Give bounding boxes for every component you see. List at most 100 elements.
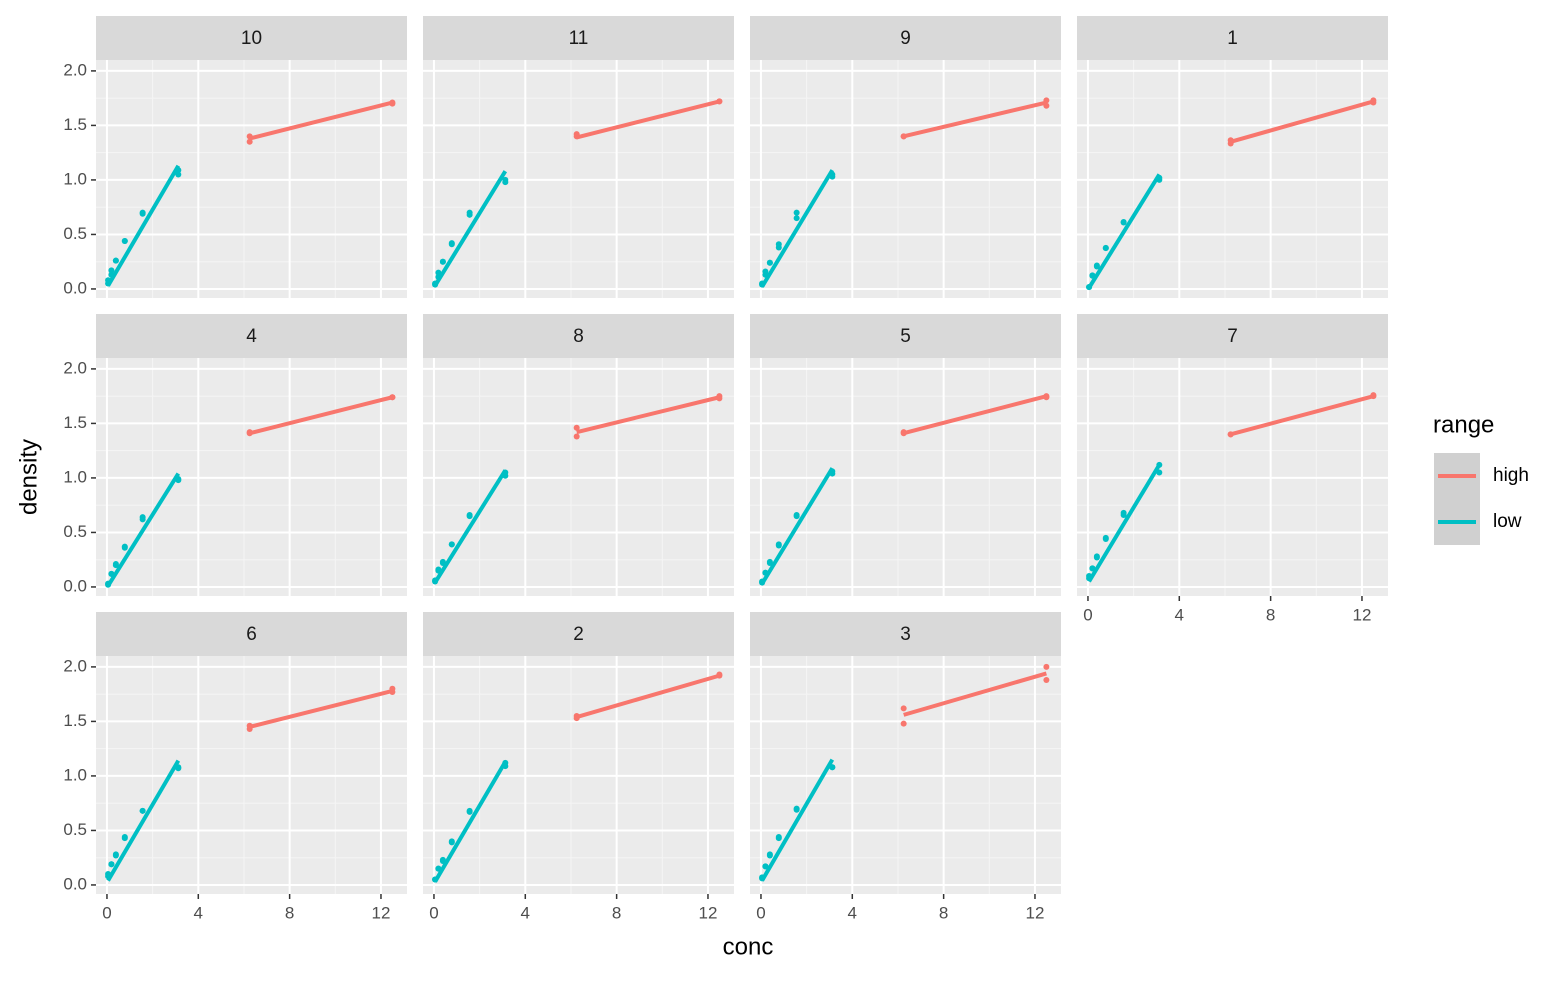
strip xyxy=(423,16,734,60)
y-tick-label: 1.0 xyxy=(63,467,87,486)
point xyxy=(502,176,509,183)
strip xyxy=(750,314,1061,358)
point xyxy=(775,542,782,549)
strip-label: 1 xyxy=(1227,28,1238,49)
strip xyxy=(96,612,407,656)
point xyxy=(108,861,115,868)
x-tick-label: 8 xyxy=(612,903,621,922)
x-tick-label: 4 xyxy=(194,903,203,922)
strip-label: 7 xyxy=(1227,326,1238,347)
x-tick-label: 0 xyxy=(1083,605,1092,624)
x-tick-label: 8 xyxy=(285,903,294,922)
x-tick-label: 0 xyxy=(102,903,111,922)
point xyxy=(1102,534,1109,541)
point xyxy=(112,562,119,569)
point xyxy=(1093,554,1100,561)
fit-line xyxy=(106,759,181,882)
fit-line xyxy=(760,169,835,288)
point xyxy=(112,852,119,859)
fit-line xyxy=(106,164,181,287)
fit-line xyxy=(1087,463,1162,583)
x-tick-label: 4 xyxy=(1175,605,1184,624)
point xyxy=(439,258,446,265)
point xyxy=(121,833,128,840)
point xyxy=(1120,511,1127,518)
strip-label: 3 xyxy=(900,624,911,645)
strip-label: 8 xyxy=(573,326,584,347)
point xyxy=(762,863,769,870)
point xyxy=(121,237,128,244)
x-tick-label: 4 xyxy=(848,903,857,922)
fit-line xyxy=(576,673,720,719)
y-tick-label: 1.0 xyxy=(63,169,87,188)
fit-line xyxy=(760,467,835,585)
point xyxy=(448,541,455,548)
x-axis-title: conc xyxy=(723,933,774,960)
fit-line xyxy=(903,394,1047,436)
fit-line xyxy=(576,99,720,140)
fit-line xyxy=(433,469,508,584)
strip-label: 10 xyxy=(241,28,262,49)
point xyxy=(439,856,446,863)
point xyxy=(762,268,769,275)
point xyxy=(139,209,146,216)
point xyxy=(1043,663,1050,670)
strip xyxy=(750,612,1061,656)
y-tick-label: 0.5 xyxy=(63,522,87,541)
fit-line xyxy=(106,472,181,587)
strip-label: 6 xyxy=(246,624,257,645)
legend-label: low xyxy=(1493,511,1522,532)
fit-line xyxy=(433,760,508,883)
point xyxy=(766,558,773,565)
point xyxy=(121,544,128,551)
x-tick-label: 8 xyxy=(939,903,948,922)
strip-label: 5 xyxy=(900,326,911,347)
y-tick-label: 2.0 xyxy=(63,656,87,675)
point xyxy=(793,209,800,216)
point xyxy=(466,808,473,815)
point xyxy=(1102,245,1109,252)
point xyxy=(1043,676,1050,683)
fit-line xyxy=(760,758,835,882)
point xyxy=(573,424,580,431)
strip xyxy=(423,314,734,358)
point xyxy=(573,433,580,440)
point xyxy=(793,806,800,813)
fit-line xyxy=(1230,99,1374,144)
point xyxy=(793,215,800,222)
strip-label: 4 xyxy=(246,326,257,347)
x-tick-label: 8 xyxy=(1266,605,1275,624)
strip xyxy=(96,314,407,358)
fit-line xyxy=(576,395,720,435)
y-axis-title: density xyxy=(15,439,42,515)
point xyxy=(775,833,782,840)
x-tick-label: 0 xyxy=(756,903,765,922)
fit-line xyxy=(1087,173,1162,289)
strip xyxy=(96,16,407,60)
point xyxy=(435,566,442,573)
strip xyxy=(1077,314,1388,358)
y-tick-label: 1.5 xyxy=(63,413,87,432)
fit-line xyxy=(1230,394,1374,437)
legend-title: range xyxy=(1433,411,1494,438)
x-tick-label: 12 xyxy=(1026,903,1045,922)
fit-line xyxy=(249,395,393,436)
point xyxy=(466,211,473,218)
y-tick-label: 1.5 xyxy=(63,711,87,730)
point xyxy=(108,267,115,274)
strip-label: 11 xyxy=(569,28,589,49)
y-tick-label: 0.0 xyxy=(63,576,87,595)
y-tick-label: 1.0 xyxy=(63,765,87,784)
y-tick-label: 2.0 xyxy=(63,60,87,79)
strip-label: 2 xyxy=(573,624,584,645)
fit-line xyxy=(903,100,1047,139)
strip xyxy=(1077,16,1388,60)
point xyxy=(175,171,182,178)
x-tick-label: 12 xyxy=(372,903,391,922)
y-tick-label: 2.0 xyxy=(63,358,87,377)
point xyxy=(775,241,782,248)
fit-line xyxy=(249,688,393,729)
point xyxy=(112,257,119,264)
point xyxy=(793,513,800,520)
